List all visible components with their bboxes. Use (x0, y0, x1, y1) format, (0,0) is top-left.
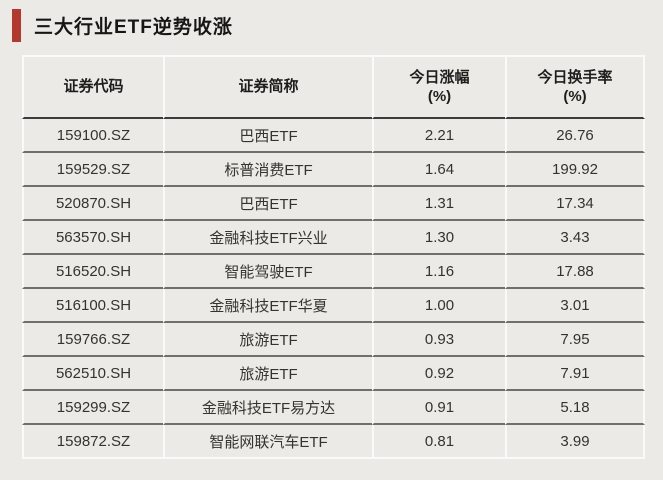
col-header-name-label: 证券简称 (238, 78, 299, 96)
cell-code: 516520.SH (22, 255, 163, 289)
table-row: 159872.SZ 智能网联汽车ETF 0.81 3.99 (22, 425, 645, 459)
cell-name: 金融科技ETF易方达 (163, 391, 372, 425)
table-row: 159100.SZ 巴西ETF 2.21 26.76 (22, 119, 645, 153)
cell-turnover: 3.99 (505, 425, 645, 459)
cell-change: 1.31 (372, 187, 505, 221)
cell-code: 159529.SZ (22, 153, 163, 187)
cell-name: 巴西ETF (163, 119, 372, 153)
cell-name: 标普消费ETF (163, 153, 372, 187)
cell-turnover: 5.18 (505, 391, 645, 425)
cell-name: 智能网联汽车ETF (163, 425, 372, 459)
col-header-code-label: 证券代码 (63, 78, 124, 96)
cell-code: 520870.SH (22, 187, 163, 221)
table-row: 562510.SH 旅游ETF 0.92 7.91 (22, 357, 645, 391)
table-row: 563570.SH 金融科技ETF兴业 1.30 3.43 (22, 221, 645, 255)
table-row: 159766.SZ 旅游ETF 0.93 7.95 (22, 323, 645, 357)
cell-name: 旅游ETF (163, 323, 372, 357)
cell-change: 1.00 (372, 289, 505, 323)
page-title: 三大行业ETF逆势收涨 (34, 17, 233, 38)
cell-code: 159872.SZ (22, 425, 163, 459)
cell-turnover: 3.01 (505, 289, 645, 323)
cell-turnover: 7.95 (505, 323, 645, 357)
cell-turnover: 17.88 (505, 255, 645, 289)
col-header-name: 证券简称 (163, 55, 372, 119)
cell-change: 2.21 (372, 119, 505, 153)
col-header-change-label: 今日涨幅 (409, 68, 470, 86)
col-header-turnover-unit: (%) (563, 88, 587, 105)
article-table-graphic: 三大行业ETF逆势收涨 证券代码 证券简称 今日涨幅 (%) (0, 0, 663, 459)
cell-change: 0.93 (372, 323, 505, 357)
cell-change: 1.16 (372, 255, 505, 289)
cell-change: 0.91 (372, 391, 505, 425)
cell-code: 563570.SH (22, 221, 163, 255)
cell-turnover: 3.43 (505, 221, 645, 255)
section-header: 三大行业ETF逆势收涨 (0, 0, 663, 44)
cell-turnover: 199.92 (505, 153, 645, 187)
table-row: 516520.SH 智能驾驶ETF 1.16 17.88 (22, 255, 645, 289)
table-row: 520870.SH 巴西ETF 1.31 17.34 (22, 187, 645, 221)
cell-code: 516100.SH (22, 289, 163, 323)
etf-table: 证券代码 证券简称 今日涨幅 (%) 今日换手率 (%) 159100.SZ 巴… (22, 55, 645, 459)
cell-name: 金融科技ETF华夏 (163, 289, 372, 323)
cell-change: 0.81 (372, 425, 505, 459)
table-row: 159529.SZ 标普消费ETF 1.64 199.92 (22, 153, 645, 187)
table-header-row: 证券代码 证券简称 今日涨幅 (%) 今日换手率 (%) (22, 55, 645, 119)
cell-name: 智能驾驶ETF (163, 255, 372, 289)
cell-turnover: 17.34 (505, 187, 645, 221)
title-accent-bar (12, 9, 21, 42)
cell-turnover: 26.76 (505, 119, 645, 153)
cell-code: 159100.SZ (22, 119, 163, 153)
col-header-change-unit: (%) (427, 88, 452, 105)
table-row: 516100.SH 金融科技ETF华夏 1.00 3.01 (22, 289, 645, 323)
table-row: 159299.SZ 金融科技ETF易方达 0.91 5.18 (22, 391, 645, 425)
col-header-turnover-label: 今日换手率 (537, 68, 613, 86)
cell-code: 159299.SZ (22, 391, 163, 425)
col-header-code: 证券代码 (22, 55, 163, 119)
cell-code: 562510.SH (22, 357, 163, 391)
cell-name: 巴西ETF (163, 187, 372, 221)
col-header-turnover: 今日换手率 (%) (505, 55, 645, 119)
cell-change: 1.30 (372, 221, 505, 255)
cell-change: 0.92 (372, 357, 505, 391)
col-header-change: 今日涨幅 (%) (372, 55, 505, 119)
cell-name: 金融科技ETF兴业 (163, 221, 372, 255)
cell-turnover: 7.91 (505, 357, 645, 391)
cell-change: 1.64 (372, 153, 505, 187)
cell-name: 旅游ETF (163, 357, 372, 391)
cell-code: 159766.SZ (22, 323, 163, 357)
